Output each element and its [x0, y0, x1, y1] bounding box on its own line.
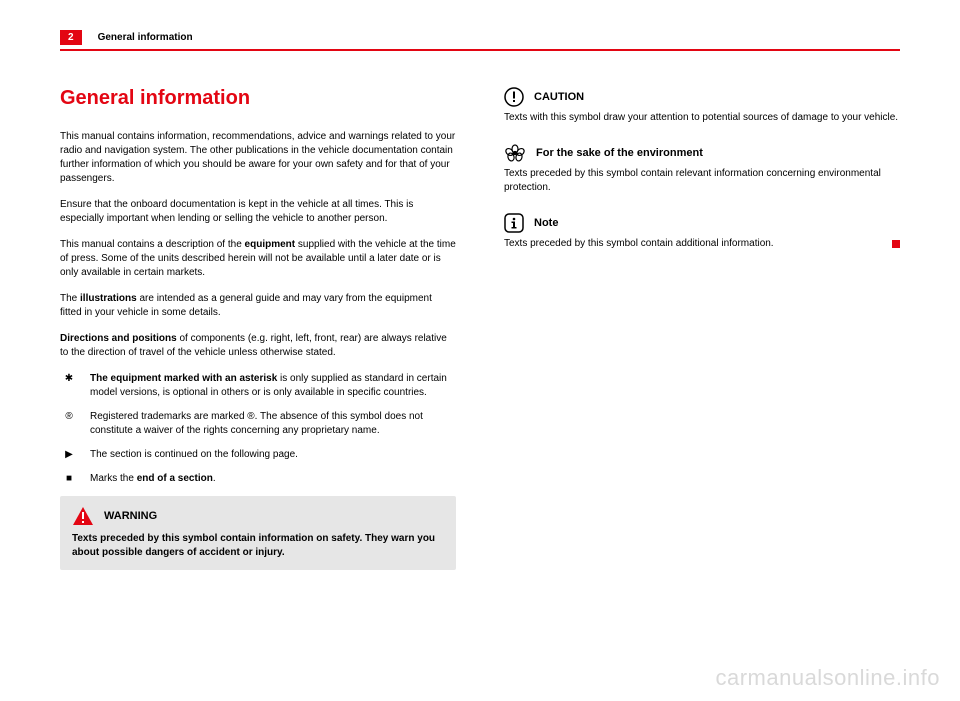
- legend-text: The section is continued on the followin…: [90, 448, 298, 462]
- warning-title: WARNING: [104, 510, 157, 522]
- left-column: General information This manual contains…: [60, 87, 456, 570]
- legend-text: The equipment marked with an asterisk is…: [90, 372, 456, 400]
- text-bold: The equipment marked with an asterisk: [90, 373, 277, 384]
- warning-header: WARNING: [72, 506, 444, 526]
- text-bold: end of a section: [137, 473, 213, 484]
- text-bold: equipment: [245, 239, 296, 250]
- watermark: carmanualsonline.info: [715, 665, 940, 691]
- caution-icon: [504, 87, 524, 107]
- symbol-legend: ✱ The equipment marked with an asterisk …: [60, 372, 456, 486]
- legend-text: Marks the end of a section.: [90, 472, 216, 486]
- text: The: [60, 293, 80, 304]
- note-callout: Note Texts preceded by this symbol conta…: [504, 213, 900, 251]
- environment-body: Texts preceded by this symbol contain re…: [504, 167, 900, 195]
- text: This manual contains a description of th…: [60, 239, 245, 250]
- caution-callout: CAUTION Texts with this symbol draw your…: [504, 87, 900, 125]
- legend-item: ■ Marks the end of a section.: [60, 472, 456, 486]
- note-header: Note: [504, 213, 900, 233]
- right-column: CAUTION Texts with this symbol draw your…: [504, 87, 900, 570]
- end-section-icon: ■: [60, 472, 78, 486]
- text: .: [213, 473, 216, 484]
- paragraph: This manual contains information, recomm…: [60, 130, 456, 186]
- header-rule: [60, 49, 900, 51]
- note-body-row: Texts preceded by this symbol contain ad…: [504, 237, 900, 251]
- text-bold: Directions and positions: [60, 333, 177, 344]
- environment-callout: For the sake of the environment Texts pr…: [504, 143, 900, 195]
- note-title: Note: [534, 217, 558, 229]
- page-number: 2: [60, 30, 82, 45]
- page: 2 General information General informatio…: [0, 0, 960, 701]
- legend-text: Registered trademarks are marked ®. The …: [90, 410, 456, 438]
- legend-item: ✱ The equipment marked with an asterisk …: [60, 372, 456, 400]
- text: Marks the: [90, 473, 137, 484]
- warning-icon: [72, 506, 94, 526]
- warning-body: Texts preceded by this symbol contain in…: [72, 532, 444, 560]
- page-title: General information: [60, 87, 456, 110]
- registered-icon: ®: [60, 410, 78, 438]
- note-icon: [504, 213, 524, 233]
- caution-body: Texts with this symbol draw your attenti…: [504, 111, 900, 125]
- end-of-section-mark: [892, 240, 900, 248]
- warning-box: WARNING Texts preceded by this symbol co…: [60, 496, 456, 570]
- legend-item: ® Registered trademarks are marked ®. Th…: [60, 410, 456, 438]
- environment-header: For the sake of the environment: [504, 143, 900, 163]
- asterisk-icon: ✱: [60, 372, 78, 400]
- continue-icon: ▶: [60, 448, 78, 462]
- breadcrumb: General information: [98, 32, 193, 43]
- caution-title: CAUTION: [534, 91, 584, 103]
- note-body: Texts preceded by this symbol contain ad…: [504, 237, 774, 251]
- paragraph: Ensure that the onboard documentation is…: [60, 198, 456, 226]
- page-header: 2 General information: [60, 30, 900, 45]
- paragraph: The illustrations are intended as a gene…: [60, 292, 456, 320]
- environment-title: For the sake of the environment: [536, 147, 703, 159]
- text-bold: illustrations: [80, 293, 137, 304]
- content-columns: General information This manual contains…: [60, 87, 900, 570]
- paragraph: This manual contains a description of th…: [60, 238, 456, 280]
- legend-item: ▶ The section is continued on the follow…: [60, 448, 456, 462]
- caution-header: CAUTION: [504, 87, 900, 107]
- environment-icon: [504, 143, 526, 163]
- paragraph: Directions and positions of components (…: [60, 332, 456, 360]
